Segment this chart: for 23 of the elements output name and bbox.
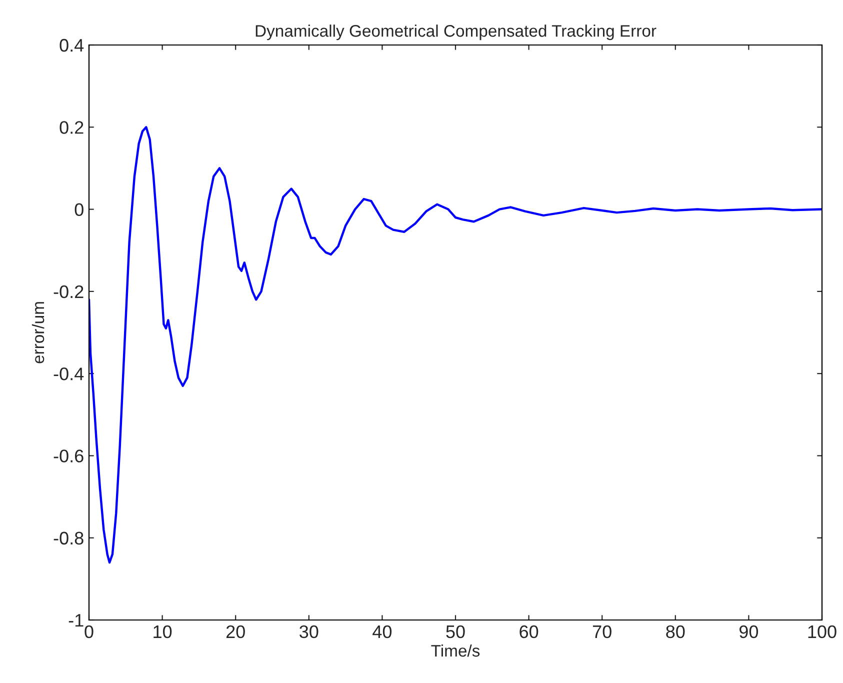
x-tick-label: 80 [666,625,685,638]
x-tick-label: 70 [592,625,612,638]
x-tick-label: 0 [84,625,94,638]
x-axis-title: Time/s [431,644,480,657]
y-tick-label: -0.4 [54,368,84,380]
y-tick-label: 0.2 [60,121,84,134]
x-tick-label: 20 [226,625,245,638]
y-tick-label: -0.2 [54,285,84,298]
y-tick-label: -0.8 [54,532,84,545]
x-tick-label: 10 [154,625,172,638]
chart-title: Dynamically Geometrical Compensated Tracking Error [256,24,656,40]
x-tick-label: 30 [300,625,318,638]
x-tick-label: 60 [520,625,538,638]
y-tick-label: -0.6 [54,450,84,462]
line-series [89,126,822,564]
x-tick-label: 40 [372,625,392,638]
y-tick-label: 0.4 [60,38,84,52]
x-tick-label: 100 [808,625,836,638]
y-tick-label: 0 [74,203,84,216]
y-axis-title: error/um [32,302,44,364]
x-tick-label: 50 [446,625,465,638]
y-tick-label: -1 [68,614,84,627]
x-tick-label: 90 [740,625,758,638]
